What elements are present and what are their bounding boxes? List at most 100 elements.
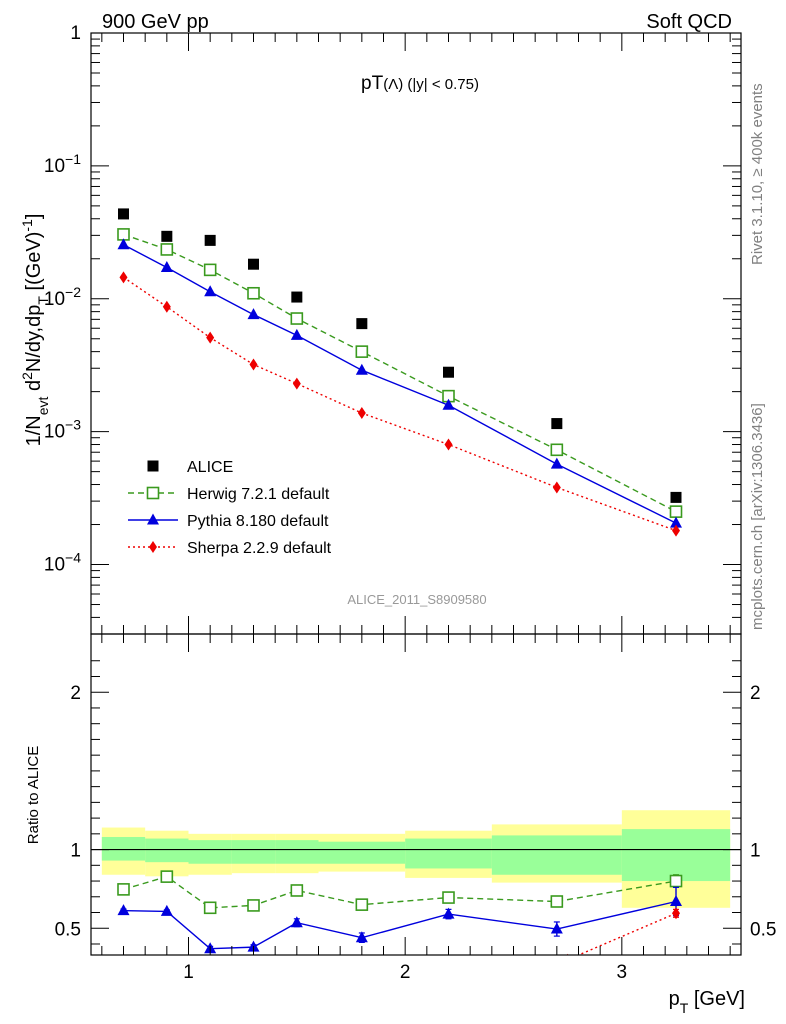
pythia-point bbox=[670, 516, 682, 528]
sherpa-point bbox=[444, 438, 453, 451]
main-y-tick-label: 10−1 bbox=[44, 151, 81, 177]
sherpa-line bbox=[123, 276, 677, 532]
sherpa-ratio-point bbox=[672, 907, 680, 920]
ratio-axis-ticks: 1 2 3 0.5 0.5 1 1 2 2 bbox=[55, 634, 776, 983]
series-data bbox=[118, 208, 682, 503]
sherpa-point bbox=[119, 271, 128, 284]
ratio-plot-area bbox=[91, 810, 741, 955]
legend-label: Herwig 7.2.1 default bbox=[187, 486, 330, 503]
herwig-ratio-point bbox=[247, 899, 260, 912]
mcplots-label: mcplots.cern.ch [arXiv:1306.3436] bbox=[749, 403, 766, 630]
herwig-ratio-point bbox=[669, 874, 683, 888]
herwig-ratio-line bbox=[123, 875, 677, 909]
sherpa-point bbox=[672, 524, 680, 537]
main-panel: 1 10−1 10−2 10−3 10−4 pT(Λ) (|y| < 0.75) ALI… bbox=[19, 23, 742, 635]
herwig-ratio-point bbox=[117, 883, 130, 896]
ratio-band-inner bbox=[101, 836, 146, 861]
ratio-series bbox=[117, 870, 683, 955]
series-pythia bbox=[117, 238, 682, 528]
ratio-x-tick-label: 2 bbox=[400, 962, 411, 983]
sherpa-point bbox=[206, 331, 215, 344]
ratio-panel: 1 2 3 0.5 0.5 1 1 2 2 Ratio to ALICE bbox=[25, 633, 776, 983]
pythia-point bbox=[550, 457, 563, 469]
ratio-y-axis-label: Ratio to ALICE bbox=[25, 746, 42, 844]
pythia-line bbox=[123, 244, 677, 524]
ratio-band-inner bbox=[275, 840, 319, 864]
ratio-band-inner bbox=[491, 835, 622, 875]
pythia-point bbox=[247, 308, 260, 320]
herwig-point bbox=[160, 243, 174, 256]
ratio-uncertainty-bands bbox=[101, 810, 731, 908]
data-point bbox=[204, 234, 216, 246]
sherpa-point bbox=[249, 358, 258, 371]
herwig-point bbox=[355, 345, 369, 358]
ratio-series-pythia bbox=[117, 886, 682, 954]
legend-entry-data: ALICE bbox=[147, 459, 233, 476]
ratio-y-tick-label-right: 2 bbox=[750, 683, 761, 704]
herwig-point bbox=[669, 505, 683, 518]
main-y-tick-label: 10−2 bbox=[44, 284, 81, 310]
sherpa-point bbox=[357, 407, 366, 420]
ratio-x-tick-label: 1 bbox=[183, 962, 194, 983]
data-point bbox=[670, 491, 682, 503]
herwig-ratio-point bbox=[203, 901, 217, 915]
data-point bbox=[248, 258, 259, 270]
pythia-point bbox=[290, 328, 303, 340]
sherpa-point bbox=[162, 300, 171, 313]
ratio-band-inner bbox=[621, 829, 731, 882]
legend-label: Sherpa 2.2.9 default bbox=[187, 540, 332, 557]
main-y-tick-label: 1 bbox=[70, 23, 81, 44]
sherpa-point bbox=[292, 377, 301, 390]
pythia-ratio-point bbox=[670, 895, 682, 906]
ratio-series-herwig bbox=[117, 870, 683, 915]
ratio-panel-frame bbox=[90, 633, 742, 956]
ratio-band-inner bbox=[318, 841, 406, 864]
herwig-point bbox=[247, 286, 260, 300]
pythia-ratio-point bbox=[117, 904, 130, 916]
rivet-label: Rivet 3.1.10, ≥ 400k events bbox=[749, 83, 766, 265]
herwig-ratio-point bbox=[290, 884, 304, 897]
data-point bbox=[551, 418, 563, 430]
herwig-point bbox=[203, 263, 217, 277]
herwig-point bbox=[550, 443, 564, 457]
ratio-band-inner bbox=[145, 838, 189, 863]
main-plot-area bbox=[117, 208, 683, 537]
data-point bbox=[443, 366, 454, 378]
ratio-y-tick-label: 0.5 bbox=[55, 919, 81, 940]
header-right: Soft QCD bbox=[646, 11, 732, 33]
herwig-ratio-point bbox=[160, 870, 174, 883]
legend-label: ALICE bbox=[187, 459, 233, 476]
sherpa-point bbox=[552, 481, 561, 494]
herwig-point bbox=[290, 312, 304, 325]
ratio-band-inner bbox=[188, 840, 232, 864]
legend-marker bbox=[146, 486, 160, 500]
series-sherpa bbox=[119, 271, 680, 537]
data-point bbox=[161, 230, 173, 242]
ratio-y-tick-label-right: 0.5 bbox=[750, 919, 776, 940]
legend-marker bbox=[147, 513, 159, 525]
data-point bbox=[118, 208, 129, 220]
pythia-point bbox=[355, 363, 368, 375]
herwig-ratio-point bbox=[442, 891, 455, 904]
header-left: 900 GeV pp bbox=[102, 11, 209, 33]
legend-entry-sherpa: Sherpa 2.2.9 default bbox=[128, 540, 332, 557]
pythia-ratio-point bbox=[355, 931, 368, 943]
legend-marker bbox=[149, 541, 157, 553]
ratio-band-inner bbox=[405, 838, 492, 869]
legend: ALICE Herwig 7.2.1 default Pythia 8.180 de… bbox=[128, 459, 332, 557]
herwig-ratio-point bbox=[550, 895, 564, 908]
pythia-point bbox=[117, 238, 130, 250]
pythia-ratio-point bbox=[442, 907, 455, 919]
pythia-ratio-point bbox=[160, 904, 173, 916]
pythia-point bbox=[160, 260, 173, 272]
ratio-x-tick-label: 3 bbox=[617, 962, 628, 983]
legend-entry-pythia: Pythia 8.180 default bbox=[128, 513, 329, 530]
ratio-series-sherpa bbox=[566, 907, 680, 955]
legend-entry-herwig: Herwig 7.2.1 default bbox=[128, 486, 330, 503]
ratio-y-tick-label: 1 bbox=[70, 841, 81, 862]
data-point bbox=[291, 291, 303, 303]
pythia-ratio-point bbox=[550, 922, 563, 934]
ratio-y-tick-label: 2 bbox=[70, 683, 81, 704]
legend-marker bbox=[147, 460, 159, 472]
